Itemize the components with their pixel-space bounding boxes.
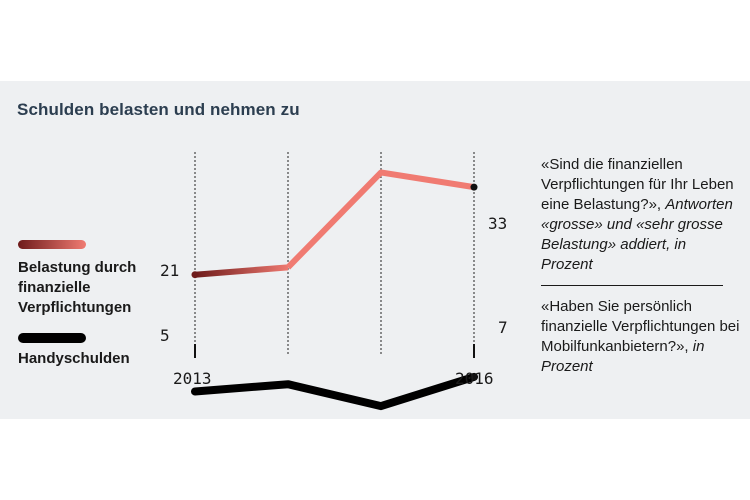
x-tick-label-2016: 2016 [455,369,494,388]
series-line-belastung-segment-1 [194,264,289,278]
note-divider [541,285,723,286]
note-belastung-question: «Sind die finanziellen Verpflichtungen f… [541,156,734,213]
value-label-belastung-start: 21 [160,261,180,280]
chart-panel [0,81,750,419]
chart-title: Schulden belasten und nehmen zu [17,100,300,119]
legend-swatch-handy [18,333,86,343]
data-point-belastung-2013 [191,271,199,279]
value-label-handy-start: 5 [160,326,170,345]
data-point-belastung-2016 [470,183,478,191]
note-handy: «Haben Sie persönlich finanzielle Verpfl… [541,297,741,377]
series-line-handy [191,372,478,411]
note-belastung-detail: Antworten «grosse» und «sehr grosse Bela… [541,196,733,273]
value-label-handy-end: 7 [498,318,508,337]
series-line-belastung [285,169,475,270]
legend-label-handy: Handyschulden [18,350,130,367]
note-belastung: «Sind die finanziellen Verpflichtungen f… [541,155,741,275]
x-tick-label-2013: 2013 [173,369,212,388]
legend-swatch-belastung [18,240,86,249]
note-handy-detail: in Prozent [541,338,705,375]
data-point-handy-2016 [470,373,478,381]
value-label-belastung-end: 33 [488,214,508,233]
note-handy-question: «Haben Sie persönlich finanzielle Verpfl… [541,298,740,355]
legend-label-belastung: Belastung durch finanzielle Verpflichtun… [18,259,137,316]
